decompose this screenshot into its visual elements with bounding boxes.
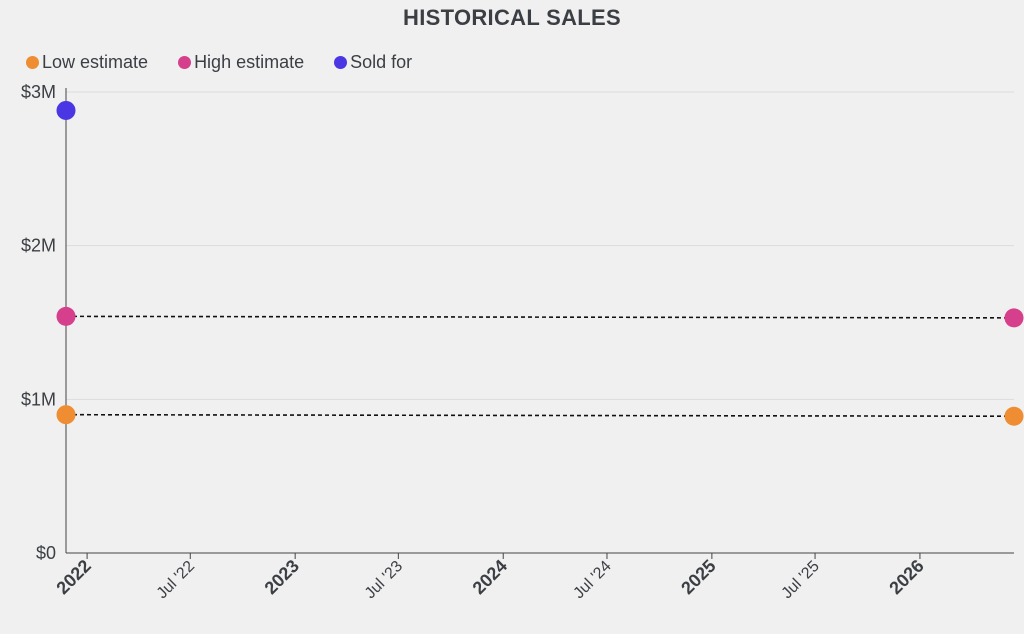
legend-label-low-estimate: Low estimate <box>42 52 149 72</box>
x-tick-label: 2024 <box>469 556 511 598</box>
x-tick-label: Jul '23 <box>362 558 406 602</box>
chart-title: HISTORICAL SALES <box>403 5 621 30</box>
x-tick-label: Jul '22 <box>154 558 198 602</box>
x-tick-label: 2023 <box>261 556 303 598</box>
data-point-high-estimate <box>56 306 76 326</box>
data-point-high-estimate <box>1004 308 1024 328</box>
legend-dot-high-estimate <box>178 56 192 69</box>
legend-dot-low-estimate <box>26 56 39 69</box>
x-tick-label: Jul '24 <box>570 558 614 602</box>
legend-item-high-estimate[interactable]: High estimate <box>178 52 304 73</box>
legend-item-sold-for[interactable]: Sold for <box>334 52 412 73</box>
chart-legend: Low estimate High estimate Sold for <box>26 52 412 73</box>
legend-label-sold-for: Sold for <box>350 52 413 72</box>
y-tick-label: $1M <box>21 389 56 409</box>
legend-item-low-estimate[interactable]: Low estimate <box>26 52 148 73</box>
estimate-connector-line <box>65 413 1015 418</box>
data-point-low-estimate <box>1004 406 1024 426</box>
x-tick-label: 2022 <box>52 556 94 598</box>
x-tick-label: 2026 <box>885 556 927 598</box>
legend-label-high-estimate: High estimate <box>194 52 305 72</box>
legend-dot-sold-for <box>334 56 348 69</box>
y-tick-label: $2M <box>21 236 56 256</box>
estimate-connector-line <box>65 315 1015 319</box>
data-point-sold-for <box>56 100 76 120</box>
y-tick-label: $0 <box>36 543 56 563</box>
data-point-low-estimate <box>56 405 76 425</box>
x-tick-label: 2025 <box>677 556 719 598</box>
y-tick-label: $3M <box>21 82 56 102</box>
x-tick-label: Jul '25 <box>779 558 823 602</box>
